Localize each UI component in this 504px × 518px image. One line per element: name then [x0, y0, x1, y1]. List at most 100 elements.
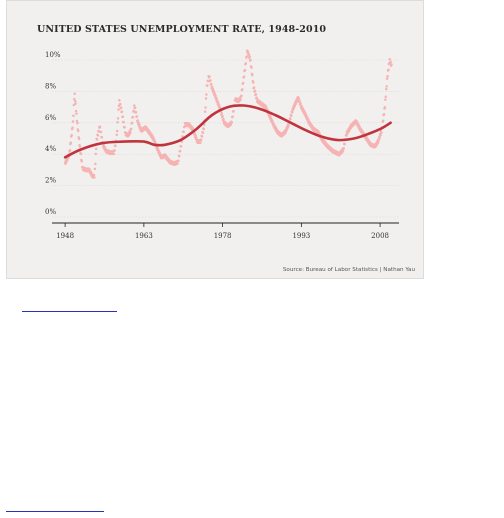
data-point [120, 110, 124, 113]
x-tick-label: 2008 [371, 232, 389, 240]
data-point [201, 131, 205, 135]
x-tick-label: 1963 [135, 232, 153, 240]
y-tick-label: 0% [45, 208, 56, 216]
data-point [204, 97, 208, 100]
link-underline-top[interactable] [22, 311, 117, 312]
data-point [152, 136, 155, 139]
data-point [118, 99, 121, 102]
data-point [245, 55, 248, 58]
data-point [134, 110, 138, 114]
data-point [202, 127, 206, 131]
data-point [99, 130, 103, 134]
data-point [75, 119, 79, 123]
data-point [246, 50, 250, 53]
data-point [376, 141, 380, 145]
data-point [252, 86, 256, 89]
data-point [241, 81, 245, 85]
data-point [215, 96, 218, 100]
data-point [73, 97, 76, 101]
data-point [248, 55, 251, 58]
data-point [156, 147, 160, 150]
data-point [96, 134, 100, 137]
data-point [79, 152, 83, 156]
data-point [265, 106, 268, 109]
data-point [220, 112, 223, 115]
data-point [191, 127, 195, 130]
data-point [217, 103, 221, 107]
data-point [241, 88, 244, 91]
data-point [65, 160, 68, 164]
x-tick-label: 1993 [292, 232, 310, 240]
data-point [390, 63, 393, 66]
data-point [71, 126, 74, 130]
data-point [388, 58, 391, 61]
data-point [153, 140, 157, 144]
data-point [214, 94, 217, 98]
data-point [209, 79, 212, 82]
link-underline-bottom[interactable] [6, 511, 104, 512]
data-point [283, 132, 287, 135]
data-point [204, 106, 207, 109]
data-point [182, 130, 185, 134]
data-point [380, 131, 383, 134]
data-point [292, 106, 296, 110]
data-point [221, 115, 224, 118]
data-point [194, 134, 197, 137]
data-point [129, 127, 133, 131]
data-point [255, 96, 258, 99]
data-point [387, 68, 390, 71]
data-point [114, 144, 117, 148]
y-tick-label: 8% [45, 82, 56, 90]
data-point [94, 152, 97, 156]
unemployment-chart: UNITED STATES UNEMPLOYMENT RATE, 1948-20… [37, 24, 416, 273]
data-point [243, 68, 247, 72]
data-point [116, 120, 119, 124]
data-point [383, 106, 387, 109]
data-point [307, 118, 310, 121]
data-point [305, 114, 308, 118]
data-point [195, 136, 198, 139]
data-point [341, 149, 345, 153]
data-point [218, 106, 222, 109]
data-point [92, 173, 96, 177]
data-point [250, 66, 253, 69]
data-point [297, 96, 300, 100]
chart-figure: UNITED STATES UNEMPLOYMENT RATE, 1948-20… [6, 0, 424, 279]
data-point [75, 112, 78, 115]
data-point [386, 75, 389, 78]
data-point [216, 101, 220, 105]
data-point [95, 138, 99, 141]
data-point [210, 85, 214, 89]
data-point [240, 94, 243, 97]
data-point [133, 106, 137, 110]
data-point [132, 109, 136, 113]
data-point [343, 142, 346, 146]
data-point [76, 121, 79, 125]
data-point [72, 103, 76, 107]
data-point [304, 112, 307, 116]
data-point [299, 102, 302, 105]
x-tick-label: 1978 [214, 232, 232, 240]
data-point [378, 136, 381, 140]
data-point [73, 92, 76, 95]
data-point [153, 138, 156, 142]
data-point [199, 139, 203, 142]
data-point [80, 159, 83, 163]
data-point [384, 95, 388, 99]
data-point [158, 151, 161, 154]
data-point [382, 112, 386, 116]
data-point [179, 145, 183, 148]
data-point [249, 59, 252, 62]
data-point [93, 176, 96, 179]
data-point [138, 123, 141, 127]
data-point [208, 75, 211, 78]
data-point [176, 162, 179, 165]
data-point [342, 147, 346, 150]
data-point [93, 167, 97, 171]
data-point [64, 162, 67, 166]
data-point [77, 129, 80, 133]
data-point [74, 102, 77, 105]
y-tick-label: 10% [45, 51, 61, 59]
chart-source: Source: Bureau of Labor Statistics | Nat… [283, 267, 416, 273]
data-point [212, 90, 216, 93]
